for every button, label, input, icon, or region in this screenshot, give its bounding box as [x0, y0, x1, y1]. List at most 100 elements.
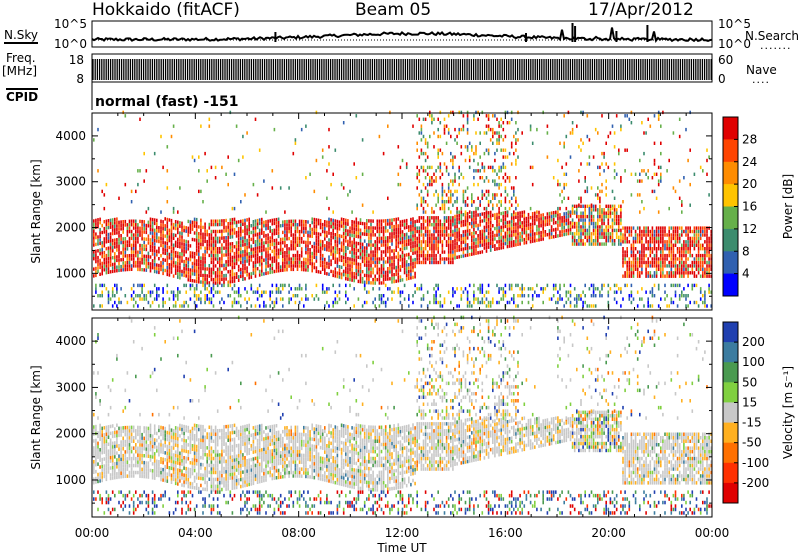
power-cell — [216, 257, 219, 261]
power-cell — [447, 236, 450, 241]
power-cell — [366, 274, 368, 278]
power-cell — [668, 240, 670, 244]
power-cell — [536, 283, 538, 288]
power-cell — [231, 272, 234, 277]
power-cell — [674, 240, 677, 244]
power-cell — [252, 230, 255, 234]
power-cell — [166, 234, 169, 239]
power-cell — [353, 230, 355, 235]
power-cell — [366, 249, 368, 254]
power-cell — [97, 266, 99, 270]
power-cell — [540, 220, 542, 224]
power-cell — [504, 110, 507, 115]
power-cell — [324, 220, 326, 224]
power-cell — [408, 225, 410, 229]
power-cell — [498, 290, 500, 294]
power-cell — [506, 231, 509, 235]
power-cell — [609, 204, 612, 208]
power-cell — [401, 233, 404, 237]
power-cell — [515, 138, 517, 142]
power-cell — [500, 148, 502, 152]
power-cell — [261, 294, 263, 298]
power-cell — [500, 287, 502, 291]
power-cell — [599, 294, 601, 298]
power-cell — [525, 230, 528, 234]
power-cell — [378, 222, 381, 227]
power-cell — [330, 225, 332, 229]
power-cell — [290, 243, 292, 248]
power-cell — [275, 228, 278, 232]
power-cell — [204, 256, 206, 261]
power-cell — [456, 304, 458, 308]
power-cell — [332, 172, 334, 176]
power-cell — [219, 264, 221, 268]
power-cell — [670, 267, 673, 271]
power-cell — [573, 225, 576, 229]
power-cell — [613, 214, 616, 219]
power-cell — [494, 213, 496, 217]
power-cell — [183, 300, 185, 305]
power-cell — [548, 229, 551, 233]
power-cell — [168, 228, 171, 232]
power-cell — [307, 268, 309, 272]
power-cell — [118, 248, 120, 252]
power-cell — [584, 283, 586, 288]
power-cell — [502, 238, 505, 243]
power-cell — [334, 219, 337, 223]
power-cell — [151, 224, 154, 229]
power-cell — [242, 263, 244, 268]
power-cell — [548, 235, 551, 240]
power-cell — [496, 229, 498, 234]
power-cell — [267, 233, 269, 237]
power-cell — [546, 233, 549, 237]
power-cell — [336, 264, 339, 268]
power-cell — [223, 222, 225, 226]
power-cell — [473, 294, 475, 298]
power-cell — [584, 189, 586, 194]
power-cell — [613, 221, 616, 226]
power-cell — [345, 294, 347, 298]
power-cell — [366, 267, 368, 271]
power-cell — [588, 162, 591, 166]
power-cell — [233, 217, 236, 221]
power-cell — [378, 247, 381, 251]
power-cell — [487, 165, 490, 170]
power-cell — [172, 294, 175, 298]
power-cell — [473, 297, 475, 301]
power-cell — [105, 271, 108, 275]
power-cell — [477, 251, 479, 255]
power-cell — [124, 261, 127, 265]
power-cell — [143, 179, 145, 183]
power-cell — [139, 267, 141, 272]
power-cell — [254, 267, 257, 271]
power-cell — [324, 268, 326, 272]
power-cell — [483, 242, 486, 247]
power-cell — [145, 223, 148, 228]
power-cell — [200, 242, 202, 246]
power-cell — [500, 211, 502, 216]
power-cell — [261, 259, 263, 263]
power-cell — [416, 257, 418, 261]
power-cell — [277, 290, 280, 294]
power-cell — [296, 243, 299, 247]
power-cell — [580, 232, 582, 236]
power-cell — [563, 141, 565, 145]
power-cell — [122, 257, 124, 262]
power-cell — [454, 200, 456, 204]
power-cell — [296, 229, 299, 234]
power-cell — [132, 236, 135, 241]
power-cell — [286, 223, 288, 227]
power-cell — [571, 211, 574, 215]
power-cell — [368, 281, 370, 285]
power-cell — [99, 248, 101, 252]
power-cell — [95, 253, 97, 257]
power-cell — [311, 244, 313, 249]
power-cell — [445, 165, 448, 170]
power-cell — [237, 227, 240, 231]
power-cell — [326, 265, 328, 269]
power-cell — [506, 220, 509, 225]
power-cell — [137, 229, 139, 234]
power-cell — [300, 297, 303, 301]
power-cell — [223, 236, 225, 240]
